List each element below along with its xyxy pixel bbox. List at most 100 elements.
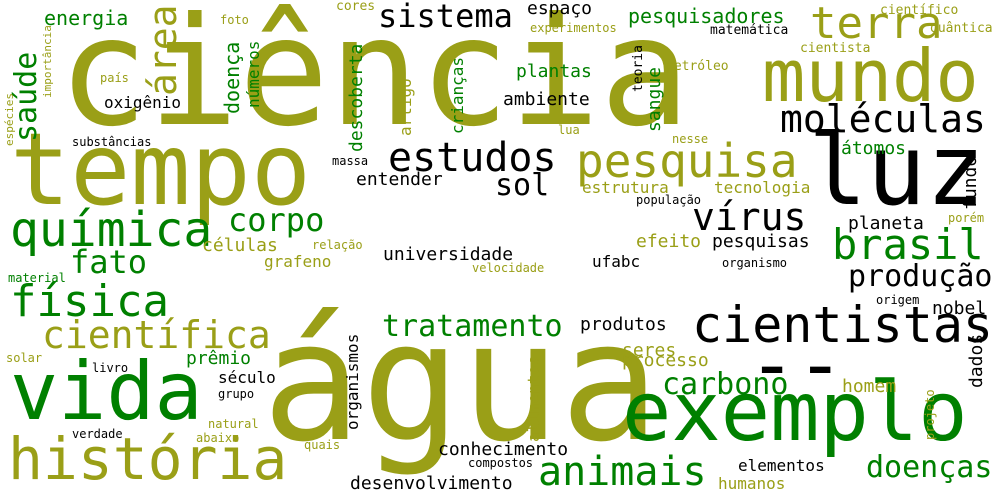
word-moleculas: moléculas [780,97,986,141]
word-estudos: estudos [388,135,557,181]
word-mundo: mundo [762,34,979,118]
word-entender: entender [356,169,443,190]
word-humanos: humanos [718,474,786,493]
word-porem: porém [948,211,985,225]
word-energia: energia [44,6,129,30]
word-pais: país [100,71,129,85]
word-lua: lua [558,123,580,137]
word-solar: solar [6,351,43,365]
word-animais: animais [538,449,707,495]
word-tecnologia: tecnologia [714,178,811,197]
word-tratamento: tratamento [382,309,563,344]
word-agua: água [262,286,660,478]
word-sangue: sangue [644,66,665,132]
word-relacao: relação [312,238,363,252]
word-quantica: quântica [930,21,993,36]
word-compostos: compostos [468,456,534,470]
word-fundo: fundo [960,155,981,210]
word-luz: luz [808,114,986,228]
word-estrutura: estrutura [582,178,669,197]
word-grupo: grupo [218,387,255,401]
word-cientifico: científico [880,3,959,18]
word-organismos: organismos [343,333,362,430]
word-foto: foto [220,13,249,27]
word-celulas: células [202,235,278,256]
word-pesquisas: pesquisas [712,231,810,252]
word-oxigenio: oxigênio [104,93,182,112]
word-tempo: tempo [10,111,312,228]
word-premio: prêmio [186,348,252,369]
word-criancas: crianças [448,56,467,134]
word-alimentos: alimentos [524,355,543,442]
word-quimica: química [10,202,213,258]
word-seres: seres [622,340,677,361]
word-carbono: carbono [662,367,789,402]
word-especies: espécies [3,93,16,146]
word-saude: saúde [9,51,44,142]
word-dash: -- [748,318,845,411]
word-cientista: cientista [800,41,871,56]
word-processo: processo [622,350,709,371]
word-abaixo: abaixo [196,431,240,445]
word-efeito: efeito [636,231,702,252]
word-origem: origem [876,293,920,307]
word-quais: quais [304,438,341,452]
word-verdade: verdade [72,427,123,441]
word-brasil: brasil [832,220,984,269]
word-projeto: projeto [923,389,937,440]
word-ufabc: ufabc [592,252,641,271]
word-produtos: produtos [580,314,667,335]
word-matematica: matemática [710,23,789,38]
word-material: material [8,271,66,285]
word-nesse: nesse [672,132,709,146]
word-area: área [141,4,185,96]
word-populacao: população [636,193,702,207]
word-fisica: física [10,276,169,327]
word-doencas: doenças [866,450,993,485]
word-cientistas: cientistas [692,296,994,354]
word-livro: livro [92,361,129,375]
word-espaco: espaço [527,0,593,19]
word-substancias: substâncias [72,135,152,149]
word-cientifica: científica [42,313,271,357]
word-sol: sol [495,168,550,203]
word-desenvolvimento: desenvolvimento [350,473,513,494]
word-velocidade: velocidade [472,261,545,275]
word-atomos: átomos [841,138,907,159]
word-doenca: doença [220,41,244,114]
word-experimentos: experimentos [530,21,617,35]
word-cores: cores [336,0,376,14]
word-ambiente: ambiente [503,89,590,110]
word-conhecimento: conhecimento [438,439,569,460]
word-petroleo: petróleo [666,59,729,74]
word-grafeno: grafeno [264,252,332,271]
word-pesquisa: pesquisa [576,134,798,188]
word-artigo: artigo [396,78,415,136]
word-importancia: importância [41,25,54,98]
word-plantas: plantas [516,61,592,82]
word-teoria: teoria [631,45,646,92]
word-exemplo: exemplo [622,365,968,460]
word-fato: fato [70,243,148,281]
word-sistema: sistema [378,0,513,35]
word-pesquisadores: pesquisadores [628,4,785,28]
word-descoberta: descoberta [346,43,367,152]
word-natural: natural [208,417,259,431]
word-organismo: organismo [722,256,788,270]
word-planeta: planeta [848,213,924,234]
word-elementos: elementos [738,456,825,475]
word-numeros: números [244,40,263,108]
word-homem: homem [842,376,897,397]
word-terra: terra [810,0,943,49]
word-corpo: corpo [228,201,325,239]
word-seculo: século [218,368,276,387]
word-ciencia: ciência [58,0,691,160]
word-massa: massa [332,154,369,168]
word-nobel: nobel [932,298,987,319]
word-dados: dados [966,333,987,388]
word-virus: vírus [692,195,807,239]
word-producao: produção [848,259,993,294]
word-vida: vida [10,345,203,438]
word-historia: história [8,425,288,493]
